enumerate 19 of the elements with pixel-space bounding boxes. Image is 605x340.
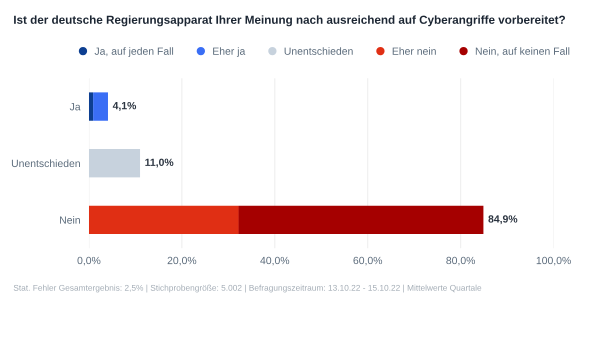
text: Stat. Fehler Gesamtergebnis: 2,5% | Stichprobengröße: 5.002 | Befragungszeitraum: 13.10.22 - 15.10.22 | Mittelwerte Quartale (14, 284, 482, 292)
legend-label: Unentschieden (284, 47, 353, 55)
y-tick-label: Nein (60, 216, 80, 224)
total-label: 4,1% (112, 102, 136, 111)
chart-title: Ist der deutsche Regierungsapparat Ihrer Meinung nach ausreichend auf Cyberangriffe vorbereitet? (14, 15, 565, 26)
y-tick-label: Ja (70, 103, 81, 110)
x-tick-label: 0,0% (77, 256, 100, 266)
legend-label: Ja, auf jeden Fall (94, 47, 174, 57)
x-tick-label: 60,0% (353, 256, 382, 266)
x-tick-label: 100,0% (536, 256, 571, 266)
x-tick-label: 40,0% (260, 256, 290, 266)
legend-label: Eher nein (392, 47, 436, 55)
y-tick-label: Unentschieden (12, 159, 80, 168)
total-label: 84,9% (488, 215, 518, 224)
x-tick-label: 20,0% (168, 256, 196, 266)
legend-label: Eher ja (213, 47, 246, 57)
total-label: 11,0% (145, 158, 174, 168)
x-tick-label: 80,0% (446, 256, 476, 266)
legend-label: Nein, auf keinen Fall (476, 47, 570, 56)
